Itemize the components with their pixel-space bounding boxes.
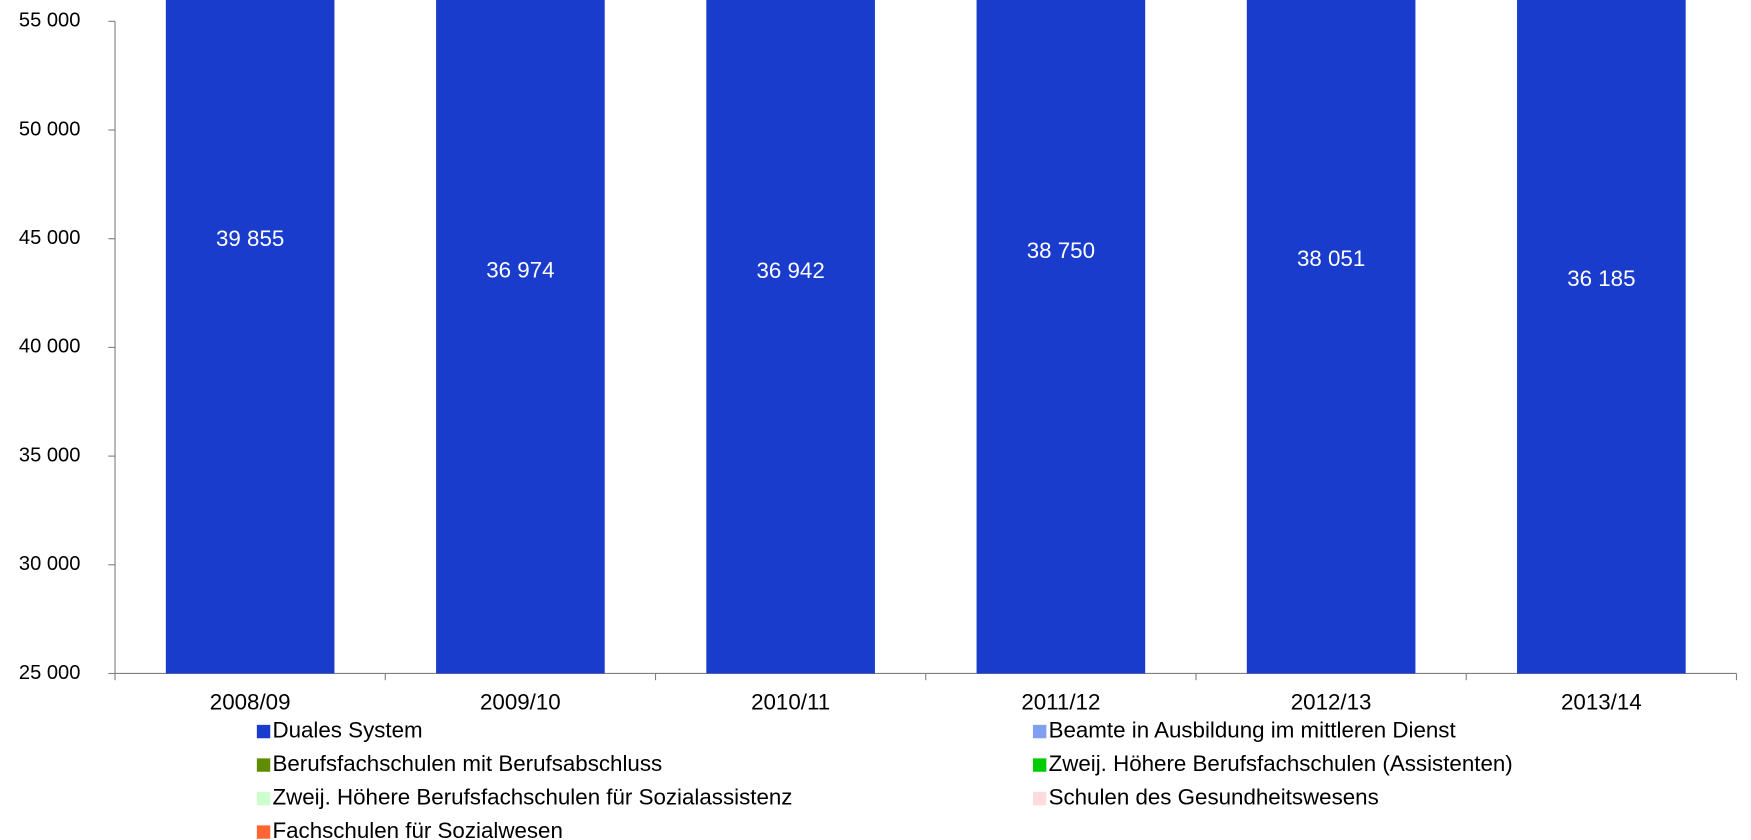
legend-swatch xyxy=(256,724,271,739)
x-tick-label: 2013/14 xyxy=(1561,690,1642,715)
legend-swatch xyxy=(1032,724,1047,739)
x-tick-label: 2012/13 xyxy=(1291,690,1372,715)
y-tick-label: 40 000 xyxy=(19,336,80,358)
value-label: 38 051 xyxy=(1297,246,1365,271)
legend-label: Beamte in Ausbildung im mittleren Dienst xyxy=(1049,717,1457,742)
bar-segment xyxy=(976,0,1146,674)
x-tick-label: 2010/11 xyxy=(751,690,830,715)
x-tick-label: 2009/10 xyxy=(480,690,561,715)
y-tick-label: 50 000 xyxy=(19,118,80,140)
bar-segment xyxy=(165,0,335,674)
legend-swatch xyxy=(256,758,271,772)
legend-swatch xyxy=(256,825,271,839)
value-label: 36 974 xyxy=(486,258,554,283)
legend-swatch xyxy=(1032,791,1047,806)
y-tick-label: 30 000 xyxy=(19,553,80,575)
legend-label: Fachschulen für Sozialwesen xyxy=(272,818,562,840)
value-label: 39 855 xyxy=(216,226,284,251)
x-tick-label: 2011/12 xyxy=(1021,690,1100,715)
bar-segment xyxy=(706,0,875,674)
y-tick-label: 55 000 xyxy=(19,10,80,32)
bar-segment xyxy=(1517,0,1686,674)
legend-label: Schulen des Gesundheitswesens xyxy=(1049,784,1379,809)
y-tick-label: 25 000 xyxy=(19,662,80,684)
value-label: 38 750 xyxy=(1027,238,1095,263)
y-tick-label: 45 000 xyxy=(19,227,80,249)
bar-segment xyxy=(436,0,605,674)
legend-label: Duales System xyxy=(272,717,422,742)
x-tick-label: 2008/09 xyxy=(210,690,291,715)
value-label: 36 185 xyxy=(1567,266,1635,291)
legend-swatch xyxy=(1032,758,1047,772)
bar-segment xyxy=(1246,0,1416,674)
legend-label: Zweij. Höhere Berufsfachschulen (Assiste… xyxy=(1049,751,1513,776)
y-tick-label: 35 000 xyxy=(19,444,80,466)
legend-swatch xyxy=(256,791,271,806)
legend-label: Berufsfachschulen mit Berufsabschluss xyxy=(272,751,662,776)
legend-label: Zweij. Höhere Berufsfachschulen für Sozi… xyxy=(272,784,792,809)
value-label: 36 942 xyxy=(756,258,824,283)
